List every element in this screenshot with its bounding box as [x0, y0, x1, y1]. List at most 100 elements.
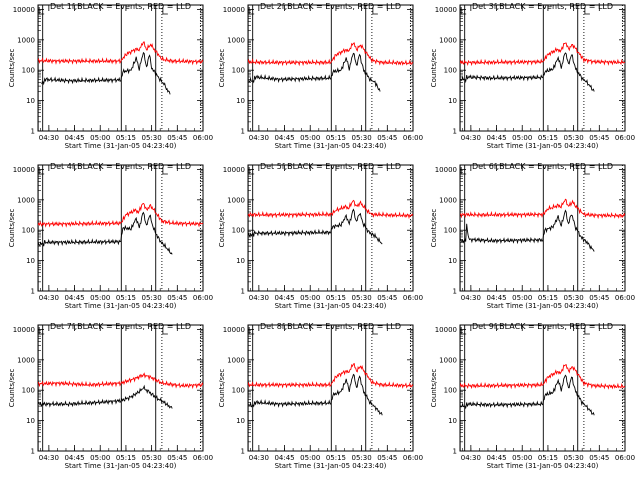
bracket-marker [460, 167, 467, 175]
x-tick-label: 05:45 [377, 134, 397, 142]
x-tick-label: 04:45 [274, 134, 294, 142]
bracket-marker [162, 7, 168, 15]
x-tick-label: 06:00 [615, 134, 635, 142]
bracket-marker [248, 7, 255, 15]
plot-frame [247, 324, 414, 452]
x-tick-label: 04:30 [249, 294, 269, 302]
lld-series-line [460, 42, 625, 67]
x-tick-label: 05:45 [167, 454, 187, 462]
x-tick-label: 05:30 [564, 294, 584, 302]
x-tick-label: 05:15 [326, 294, 346, 302]
x-tick-label: 04:30 [249, 454, 269, 462]
x-tick-label: 04:45 [64, 294, 84, 302]
bracket-marker [248, 167, 255, 175]
x-tick-label: 04:45 [486, 454, 506, 462]
y-tick-label: 1 [453, 288, 457, 296]
y-tick-label: 10 [26, 417, 35, 425]
x-tick-label: 05:00 [512, 134, 532, 142]
y-axis-label: Counts/sec [218, 49, 226, 88]
x-tick-label: 04:30 [461, 294, 481, 302]
events-series-line [38, 384, 173, 409]
x-tick-label: 05:15 [538, 454, 558, 462]
y-tick-label: 1000 [439, 196, 457, 204]
bracket-marker [460, 7, 467, 15]
chart-panel-2: Det 2f,BLACK = Events, RED = LLD 1 10 100 10… [218, 2, 423, 150]
chart-title: Det 4f,BLACK = Events, RED = LLD [50, 162, 191, 171]
bracket-marker [584, 327, 590, 335]
y-axis-label: Counts/sec [430, 209, 438, 248]
chart-title: Det 6f,BLACK = Events, RED = LLD [472, 162, 613, 171]
lld-series-line [38, 41, 203, 66]
x-tick-label: 05:45 [377, 454, 397, 462]
x-axis-label: Start Time (31-Jan-05 04:23:40) [275, 142, 387, 150]
x-tick-label: 06:00 [403, 134, 423, 142]
bracket-marker [584, 167, 590, 175]
x-axis-label: Start Time (31-Jan-05 04:23:40) [65, 142, 177, 150]
y-tick-label: 10000 [223, 326, 245, 334]
x-tick-label: 05:00 [90, 294, 110, 302]
y-tick-label: 10 [448, 257, 457, 265]
plot-frame [459, 164, 626, 292]
y-tick-label: 10000 [223, 166, 245, 174]
chart-panel-8: Det 8f,BLACK = Events, RED = LLD 1 10 100 10… [218, 322, 423, 470]
x-tick-label: 06:00 [615, 294, 635, 302]
bracket-marker [162, 167, 168, 175]
events-series-line [460, 209, 595, 252]
y-tick-label: 1 [453, 128, 457, 136]
plot-frame [37, 164, 204, 292]
x-tick-label: 04:30 [461, 454, 481, 462]
x-tick-label: 05:45 [589, 454, 609, 462]
y-tick-label: 1000 [17, 356, 35, 364]
y-tick-label: 10 [448, 417, 457, 425]
chart-title: Det 5f,BLACK = Events, RED = LLD [260, 162, 401, 171]
x-tick-label: 04:30 [249, 134, 269, 142]
chart-panel-4: Det 4f,BLACK = Events, RED = LLD 1 10 100 10… [8, 162, 213, 310]
x-tick-label: 05:15 [538, 134, 558, 142]
x-tick-label: 04:45 [486, 294, 506, 302]
x-tick-label: 04:30 [39, 454, 59, 462]
chart-panel-6: Det 6f,BLACK = Events, RED = LLD 1 10 100 10… [430, 162, 635, 310]
y-tick-label: 1 [31, 128, 35, 136]
y-tick-label: 10 [236, 417, 245, 425]
y-tick-label: 1 [241, 448, 245, 456]
plot-frame [459, 324, 626, 452]
x-tick-label: 05:15 [538, 294, 558, 302]
x-tick-label: 05:00 [512, 454, 532, 462]
x-tick-label: 05:30 [352, 454, 372, 462]
chart-title: Det 7f,BLACK = Events, RED = LLD [50, 322, 191, 331]
chart-panel-5: Det 5f,BLACK = Events, RED = LLD 1 10 100 10… [218, 162, 423, 310]
x-tick-label: 04:45 [274, 454, 294, 462]
y-tick-label: 1000 [227, 36, 245, 44]
x-tick-label: 06:00 [403, 454, 423, 462]
y-tick-label: 1 [31, 448, 35, 456]
chart-panel-9: Det 9f,BLACK = Events, RED = LLD 1 10 100 10… [430, 322, 635, 470]
lld-series-line [460, 364, 625, 390]
x-axis-label: Start Time (31-Jan-05 04:23:40) [487, 302, 599, 310]
chart-title: Det 2f,BLACK = Events, RED = LLD [260, 2, 401, 11]
bracket-marker [584, 7, 590, 15]
x-tick-label: 05:30 [142, 134, 162, 142]
x-tick-label: 05:00 [300, 454, 320, 462]
y-axis-label: Counts/sec [8, 49, 16, 88]
x-tick-label: 05:15 [116, 294, 136, 302]
y-tick-label: 1000 [17, 196, 35, 204]
events-series-line [41, 51, 171, 95]
plot-frame [247, 164, 414, 292]
x-tick-label: 04:30 [39, 294, 59, 302]
y-tick-label: 1000 [17, 36, 35, 44]
y-tick-label: 1000 [227, 356, 245, 364]
x-tick-label: 06:00 [193, 454, 213, 462]
chart-title: Det 3f,BLACK = Events, RED = LLD [472, 2, 613, 11]
x-tick-label: 04:30 [39, 134, 59, 142]
x-axis-label: Start Time (31-Jan-05 04:23:40) [487, 462, 599, 470]
y-tick-label: 1 [241, 288, 245, 296]
x-tick-label: 05:45 [167, 134, 187, 142]
y-tick-label: 10 [448, 97, 457, 105]
x-tick-label: 05:00 [300, 134, 320, 142]
y-tick-label: 1 [241, 128, 245, 136]
x-axis-label: Start Time (31-Jan-05 04:23:40) [65, 302, 177, 310]
x-tick-label: 06:00 [615, 454, 635, 462]
plot-frame [247, 4, 414, 132]
y-tick-label: 10 [236, 97, 245, 105]
events-series-line [248, 208, 383, 245]
